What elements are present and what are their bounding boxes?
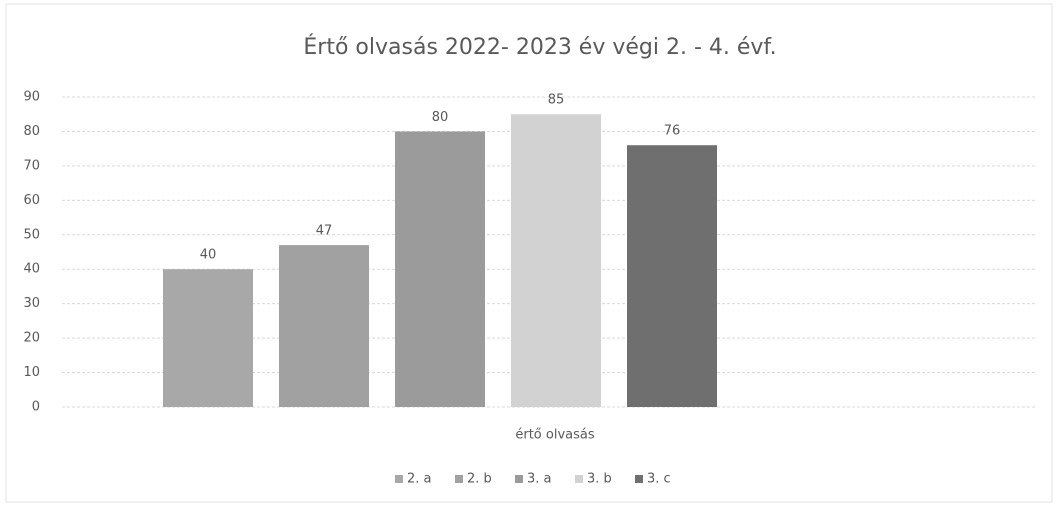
y-tick-label: 40 <box>23 262 40 277</box>
legend-swatch <box>395 475 403 483</box>
y-tick-label: 80 <box>23 124 40 139</box>
bar <box>395 131 485 407</box>
y-tick-label: 10 <box>23 365 40 380</box>
bar <box>627 145 717 407</box>
bar <box>279 245 369 407</box>
y-tick-label: 70 <box>23 158 40 173</box>
y-tick-label: 50 <box>23 227 40 242</box>
y-tick-label: 60 <box>23 193 40 208</box>
legend-swatch <box>515 475 523 483</box>
data-label: 80 <box>432 110 449 125</box>
data-label: 85 <box>548 93 565 108</box>
legend-label: 2. b <box>467 472 492 487</box>
legend-swatch <box>455 475 463 483</box>
legend-swatch <box>575 475 583 483</box>
legend-label: 3. b <box>587 472 612 487</box>
data-label: 47 <box>316 224 333 239</box>
bar <box>163 269 253 407</box>
y-tick-label: 0 <box>32 400 40 415</box>
y-tick-label: 20 <box>23 331 40 346</box>
y-tick-label: 30 <box>23 296 40 311</box>
legend-label: 3. a <box>527 472 552 487</box>
x-tick-label: értő olvasás <box>515 428 594 443</box>
legend-label: 2. a <box>407 472 432 487</box>
y-tick-label: 90 <box>23 90 40 105</box>
bar <box>511 114 601 407</box>
data-label: 76 <box>664 124 681 139</box>
legend-swatch <box>635 475 643 483</box>
legend-label: 3. c <box>647 472 671 487</box>
chart-title: Értő olvasás 2022- 2023 év végi 2. - 4. … <box>303 34 776 60</box>
data-label: 40 <box>200 248 217 263</box>
